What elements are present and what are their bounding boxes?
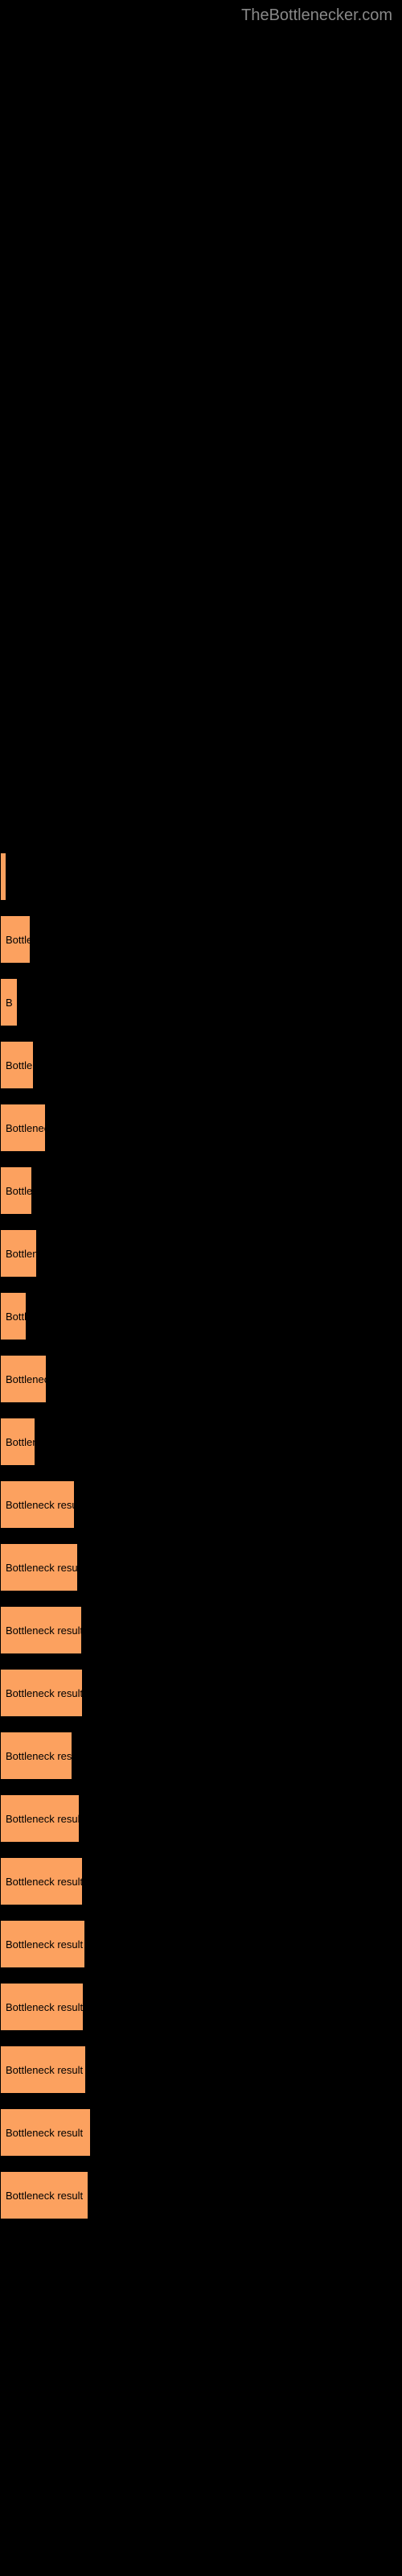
chart-bar: Bottlene: [0, 1229, 37, 1278]
chart-bar: Bottleneck result: [0, 1794, 80, 1843]
chart-bar: Bottleneck result: [0, 1920, 85, 1968]
chart-bar: Bottlene: [0, 1418, 35, 1466]
bar-label: Bottleneck res: [6, 1750, 72, 1762]
chart-bar: Bottleneck result: [0, 2171, 88, 2219]
bar-row: Bottleneck result: [0, 1850, 402, 1913]
bar-row: Bottleneck resul: [0, 1536, 402, 1599]
bar-row: Bottlen: [0, 1034, 402, 1096]
bar-row: Bottleneck result: [0, 1787, 402, 1850]
chart-bar: Bottleneck result: [0, 2108, 91, 2157]
bar-label: Bottleneck result: [6, 2001, 83, 2013]
chart-bar: Bottleneck result: [0, 1606, 82, 1654]
bar-row: Bottleneck result: [0, 1599, 402, 1662]
bar-label: Bottlene: [6, 1248, 36, 1260]
chart-bar: Bottlen: [0, 1041, 34, 1089]
bar-label: Bottleneck result: [6, 2127, 83, 2139]
bar-row: Bottleneck result: [0, 1662, 402, 1724]
chart-bar: Bottleneck resul: [0, 1543, 78, 1591]
bar-label: Bottleneck result: [6, 1687, 82, 1699]
bar-row: Bottleneck resu: [0, 1473, 402, 1536]
bar-row: Bottleneck res: [0, 1724, 402, 1787]
bar-label: Bottleneck: [6, 1122, 45, 1134]
bar-label: Bottlen: [6, 1185, 31, 1197]
chart-bar: B: [0, 978, 18, 1026]
bar-row: Bottleneck: [0, 1348, 402, 1410]
bar-row: Bottleneck result: [0, 1975, 402, 2038]
bar-row: Bottle: [0, 908, 402, 971]
bar-label: Bottleneck resu: [6, 1499, 74, 1511]
chart-bar: [0, 852, 6, 901]
chart-bar: Bottleneck: [0, 1104, 46, 1152]
bar-label: Bottleneck result: [6, 1938, 83, 1951]
bar-row: Bottlene: [0, 1410, 402, 1473]
bar-label: Bottleneck result: [6, 2190, 83, 2202]
bar-row: Bottlene: [0, 1222, 402, 1285]
bar-row: Bottleneck result: [0, 1913, 402, 1975]
bar-row: [0, 845, 402, 908]
bar-label: Bottleneck result: [6, 2064, 83, 2076]
chart-bar: Bottleneck result: [0, 1983, 84, 2031]
chart-bar: Bottlen: [0, 1166, 32, 1215]
bar-label: Bottleneck resul: [6, 1562, 77, 1574]
bar-row: Bottl: [0, 1285, 402, 1348]
bar-label: Bottleneck: [6, 1373, 46, 1385]
bar-label: B: [6, 997, 13, 1009]
bar-chart: Bottle B Bottlen Bottleneck Bottlen Bottlene B…: [0, 845, 402, 2227]
bar-row: Bottleneck result: [0, 2038, 402, 2101]
chart-bar: Bottleneck result: [0, 1857, 83, 1905]
bar-row: Bottleneck result: [0, 2164, 402, 2227]
watermark-text: TheBottlenecker.com: [241, 6, 392, 25]
bar-row: Bottlen: [0, 1159, 402, 1222]
bar-label: Bottleneck result: [6, 1624, 81, 1637]
bar-row: Bottleneck result: [0, 2101, 402, 2164]
bar-label: Bottl: [6, 1311, 26, 1323]
bar-label: Bottle: [6, 934, 30, 946]
chart-bar: Bottle: [0, 915, 31, 964]
bar-row: Bottleneck: [0, 1096, 402, 1159]
chart-bar: Bottl: [0, 1292, 27, 1340]
bar-label: Bottleneck result: [6, 1813, 79, 1825]
bar-label: Bottleneck result: [6, 1876, 82, 1888]
bar-label: Bottlen: [6, 1059, 33, 1071]
chart-bar: Bottleneck resu: [0, 1480, 75, 1529]
chart-bar: Bottleneck: [0, 1355, 47, 1403]
bar-label: Bottlene: [6, 1436, 35, 1448]
bar-row: B: [0, 971, 402, 1034]
chart-bar: Bottleneck res: [0, 1732, 72, 1780]
chart-bar: Bottleneck result: [0, 2046, 86, 2094]
chart-bar: Bottleneck result: [0, 1669, 83, 1717]
